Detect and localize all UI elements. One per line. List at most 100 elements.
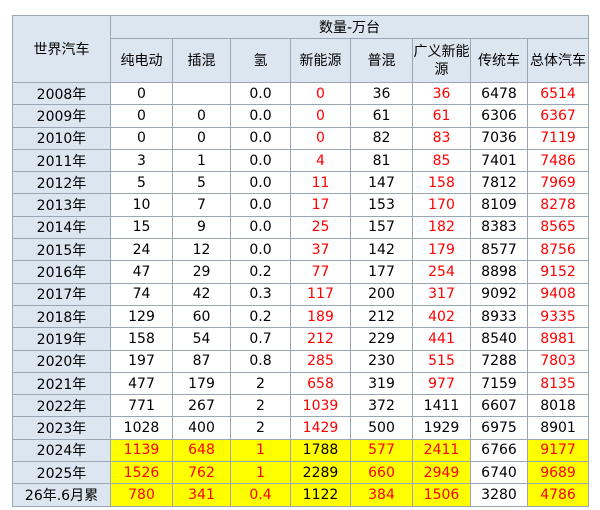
- column-header: 普混: [350, 38, 413, 83]
- column-header: 纯电动: [110, 38, 173, 83]
- cell: 117: [290, 282, 351, 306]
- cell: 0: [110, 104, 173, 128]
- cell: 400: [172, 416, 231, 440]
- cell: 8018: [526, 394, 590, 418]
- row-label: 2012年: [12, 171, 111, 195]
- cell: 648: [172, 438, 231, 463]
- cell: 319: [350, 371, 413, 396]
- column-header: 总体汽车: [526, 38, 590, 83]
- cell: 74: [110, 282, 173, 306]
- cell: 1: [230, 461, 291, 485]
- cell: 197: [110, 349, 173, 373]
- cell: 9689: [526, 461, 590, 485]
- cell: 9177: [526, 438, 590, 463]
- cell: 7812: [470, 171, 528, 195]
- cell: 7288: [470, 349, 528, 373]
- cell: 285: [290, 349, 351, 373]
- cell: 77: [290, 260, 351, 284]
- cell: 36: [412, 81, 471, 106]
- row-label: 2010年: [12, 126, 111, 150]
- cell: 7159: [470, 371, 528, 396]
- row-label: 2016年: [12, 260, 111, 284]
- cell: 341: [172, 483, 231, 507]
- cell: 1: [172, 148, 231, 173]
- column-header: 氢: [230, 38, 291, 83]
- row-label: 2019年: [12, 327, 111, 351]
- cell: 8383: [470, 215, 528, 240]
- table-row: 26年.6月累 780 341 0.4 1122 384 1506 3280 4786: [12, 483, 590, 507]
- cell: 477: [110, 371, 173, 396]
- row-label: 2008年: [12, 81, 111, 106]
- cell: 7: [172, 193, 231, 217]
- cell: 24: [110, 238, 173, 262]
- cell: 0.0: [230, 238, 291, 262]
- cell: 977: [412, 371, 471, 396]
- data-table: 世界汽车 数量-万台 纯电动 插混氢新能源 普混 广义新能源 传统车 总体汽车 2008年…: [12, 15, 590, 507]
- row-label: 2013年: [12, 193, 111, 217]
- cell: 5: [110, 171, 173, 195]
- cell: 1506: [412, 483, 471, 507]
- cell: 1: [230, 438, 291, 463]
- cell: 17: [290, 193, 351, 217]
- cell: 4786: [526, 483, 590, 507]
- cell: 5: [172, 171, 231, 195]
- table-row: 2021年 477 179 2 658 319 977 7159 8135: [12, 371, 590, 396]
- row-label: 2017年: [12, 282, 111, 306]
- cell: 658: [290, 371, 351, 396]
- cell: 2289: [290, 461, 351, 485]
- cell: 0: [290, 126, 351, 150]
- cell: 7803: [526, 349, 590, 373]
- table-row: 2024年 1139 648 1 1788 577 2411 6766 9177: [12, 438, 590, 463]
- cell: 6975: [470, 416, 528, 440]
- cell: 158: [412, 171, 471, 195]
- cell: 8981: [526, 327, 590, 351]
- cell: 36: [350, 81, 413, 106]
- cell: 87: [172, 349, 231, 373]
- cell: 6478: [470, 81, 528, 106]
- cell: 0.3: [230, 282, 291, 306]
- cell: 6740: [470, 461, 528, 485]
- cell: 9: [172, 215, 231, 240]
- row-label: 26年.6月累: [12, 483, 111, 507]
- cell: 1788: [290, 438, 351, 463]
- cell: 780: [110, 483, 173, 507]
- corner-header: 世界汽车: [12, 15, 111, 83]
- cell: 157: [350, 215, 413, 240]
- table-row: 2014年 15 9 0.0 25 157 182 8383 8565: [12, 215, 590, 240]
- row-label: 2021年: [12, 371, 111, 396]
- table-row: 2009年 0 0 0.0 0 61 61 6306 6367: [12, 104, 590, 128]
- cell: 8933: [470, 304, 528, 329]
- cell: 61: [412, 104, 471, 128]
- cell: 153: [350, 193, 413, 217]
- cell: 170: [412, 193, 471, 217]
- cell: 37: [290, 238, 351, 262]
- cell: 1039: [290, 394, 351, 418]
- cell: 7036: [470, 126, 528, 150]
- cell: 1028: [110, 416, 173, 440]
- cell: 9335: [526, 304, 590, 329]
- row-label: 2022年: [12, 394, 111, 418]
- cell: 8898: [470, 260, 528, 284]
- cell: 1411: [412, 394, 471, 418]
- table-row: 2015年 24 12 0.0 37 142 179 8577 8756: [12, 238, 590, 262]
- cell: 11: [290, 171, 351, 195]
- cell: 85: [412, 148, 471, 173]
- cell: 1139: [110, 438, 173, 463]
- table-row: 2013年 10 7 0.0 17 153 170 8109 8278: [12, 193, 590, 217]
- cell: 12: [172, 238, 231, 262]
- table-row: 2019年 158 54 0.7 212 229 441 8540 8981: [12, 327, 590, 351]
- column-header: 广义新能源: [412, 38, 471, 83]
- column-header: 插混: [172, 38, 231, 83]
- cell: 9092: [470, 282, 528, 306]
- cell: 8278: [526, 193, 590, 217]
- cell: 179: [172, 371, 231, 396]
- cell: 212: [290, 327, 351, 351]
- cell: 0: [110, 126, 173, 150]
- cell: 6766: [470, 438, 528, 463]
- cell: 25: [290, 215, 351, 240]
- table-row: 2016年 47 29 0.2 77 177 254 8898 9152: [12, 260, 590, 284]
- cell: 1929: [412, 416, 471, 440]
- cell: 42: [172, 282, 231, 306]
- table-row: 2012年 5 5 0.0 11 147 158 7812 7969: [12, 171, 590, 195]
